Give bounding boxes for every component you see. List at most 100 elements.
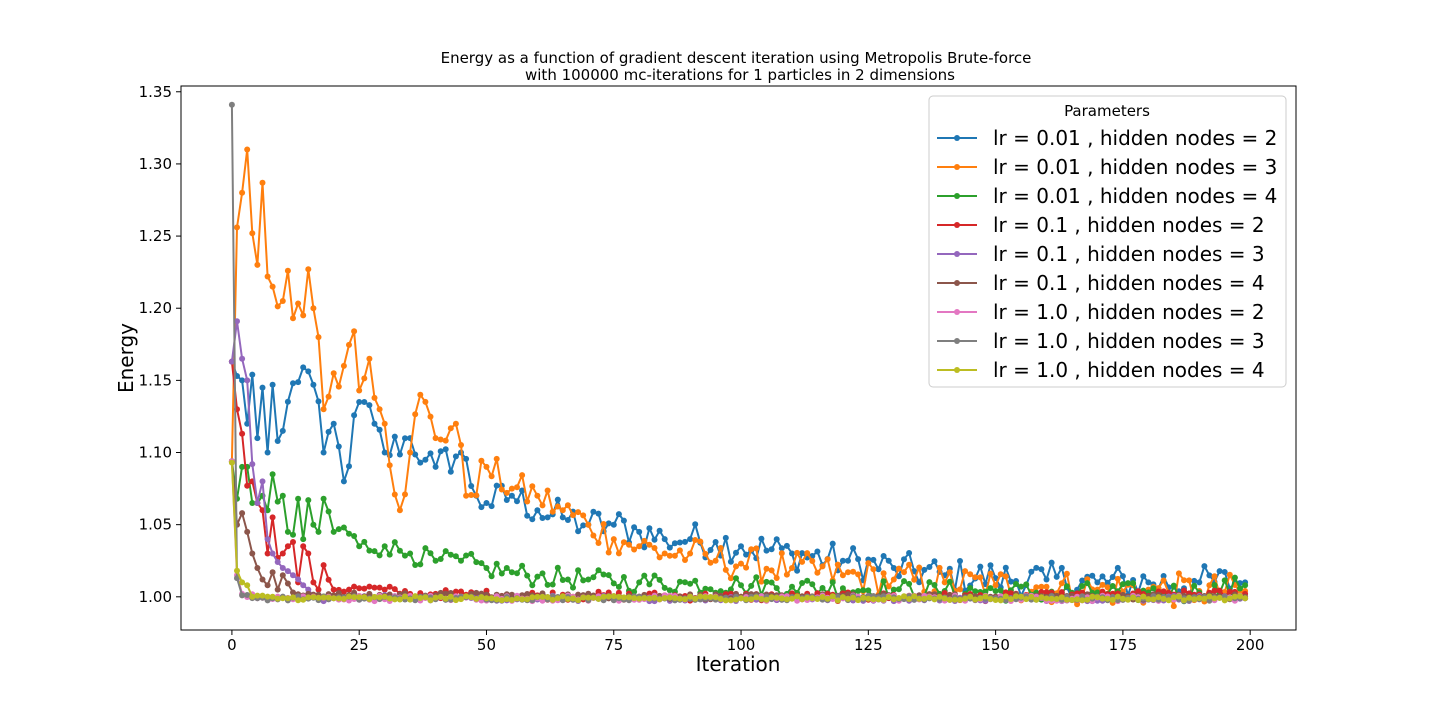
data-point — [656, 596, 663, 603]
data-point — [717, 545, 724, 551]
data-point — [503, 497, 510, 503]
data-point — [442, 437, 449, 444]
data-point — [473, 559, 480, 566]
data-point — [727, 597, 734, 604]
data-point — [310, 579, 317, 586]
data-point — [600, 571, 607, 578]
data-point — [295, 576, 302, 583]
data-point — [340, 478, 347, 485]
data-point — [819, 594, 826, 600]
series-line — [230, 461, 1246, 603]
data-point — [687, 550, 694, 557]
data-point — [269, 593, 276, 600]
data-point — [361, 594, 368, 601]
data-point — [671, 552, 678, 559]
y-tick-label: 1.05 — [139, 516, 172, 534]
data-point — [605, 572, 612, 579]
data-point — [264, 550, 271, 557]
data-point — [819, 563, 826, 570]
data-point — [829, 579, 836, 586]
data-point — [1160, 588, 1167, 595]
data-point — [1181, 577, 1187, 584]
data-point — [1226, 588, 1233, 595]
data-point — [519, 472, 526, 479]
data-point — [539, 515, 546, 521]
data-point — [1237, 585, 1243, 592]
legend-item: lr = 0.1 , hidden nodes = 3 — [937, 242, 1265, 266]
data-point — [493, 560, 500, 567]
data-point — [789, 550, 795, 557]
data-point — [605, 549, 612, 556]
data-point — [641, 544, 648, 551]
data-point — [1150, 596, 1157, 603]
data-point — [666, 587, 673, 594]
data-point — [1018, 583, 1025, 590]
data-point — [580, 594, 587, 601]
data-point — [717, 596, 724, 602]
data-point — [605, 593, 612, 600]
data-point — [738, 543, 744, 550]
data-point — [346, 341, 352, 348]
data-point — [722, 534, 729, 541]
data-point — [778, 545, 785, 552]
y-tick-label: 1.25 — [139, 227, 172, 245]
data-point — [376, 406, 383, 413]
data-point — [676, 595, 683, 602]
data-point — [712, 594, 719, 601]
data-point — [442, 590, 449, 597]
data-point — [458, 442, 464, 448]
data-point — [590, 532, 597, 539]
data-point — [1058, 580, 1065, 587]
data-point — [249, 593, 256, 600]
data-point — [692, 595, 699, 602]
x-tick-label: 200 — [1236, 636, 1265, 654]
data-point — [824, 595, 831, 602]
data-point — [498, 597, 505, 604]
data-point — [676, 547, 683, 554]
data-point — [921, 595, 928, 602]
data-point — [809, 581, 816, 588]
data-point — [768, 594, 775, 601]
data-point — [244, 420, 251, 427]
data-point — [305, 550, 312, 557]
data-point — [498, 486, 505, 493]
data-point — [676, 578, 683, 585]
legend: Parameters lr = 0.01 , hidden nodes = 2 l… — [928, 95, 1287, 388]
data-point — [682, 596, 688, 603]
data-point — [845, 595, 851, 602]
data-point — [335, 383, 342, 390]
data-point — [396, 507, 403, 514]
data-point — [1007, 578, 1014, 585]
data-point — [727, 586, 734, 593]
data-point — [794, 593, 801, 600]
data-point — [458, 588, 464, 595]
data-point — [274, 438, 281, 444]
data-point — [244, 592, 251, 598]
series-layer — [228, 101, 1249, 610]
data-point — [1114, 564, 1121, 571]
data-point — [936, 593, 943, 600]
legend-marker — [954, 193, 960, 199]
data-point — [284, 528, 291, 535]
data-point — [559, 593, 566, 600]
data-point — [468, 550, 475, 557]
data-point — [1170, 582, 1177, 589]
data-point — [610, 593, 617, 600]
data-point — [340, 362, 347, 369]
legend-item: lr = 1.0 , hidden nodes = 2 — [937, 300, 1265, 324]
data-point — [600, 593, 607, 600]
data-point — [1018, 593, 1025, 600]
data-point — [1038, 583, 1045, 590]
legend-item: lr = 0.01 , hidden nodes = 2 — [937, 126, 1277, 150]
data-point — [422, 545, 429, 552]
data-point — [1023, 581, 1030, 588]
data-point — [580, 577, 587, 584]
data-point — [839, 557, 846, 564]
data-point — [646, 581, 653, 588]
data-point — [895, 595, 902, 601]
data-point — [279, 298, 286, 304]
data-point — [1201, 563, 1208, 570]
data-point — [376, 426, 383, 433]
data-point — [865, 587, 872, 594]
data-point — [829, 540, 836, 547]
